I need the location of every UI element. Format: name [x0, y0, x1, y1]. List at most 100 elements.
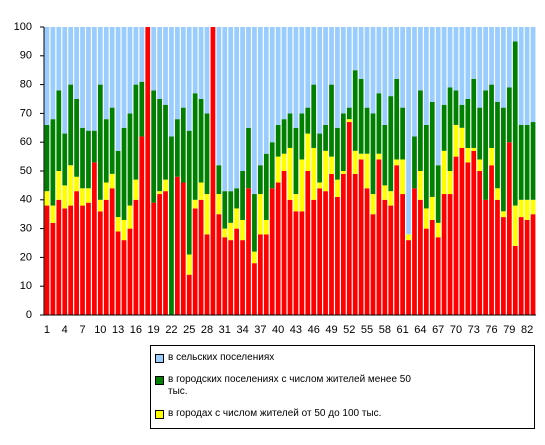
bar-segment	[180, 27, 186, 108]
bar-segment	[459, 27, 465, 105]
bar-segment	[518, 199, 524, 218]
bar-segment	[68, 27, 74, 85]
bar-segment	[222, 27, 228, 192]
bar-segment	[299, 211, 305, 315]
bar-segment	[299, 159, 305, 212]
bar-segment	[418, 90, 423, 171]
bar-segment	[489, 84, 494, 148]
bar-segment	[376, 159, 382, 315]
bar-segment	[429, 196, 435, 220]
bar-segment	[86, 188, 91, 203]
bar-segment	[435, 222, 441, 238]
bar-segment	[198, 182, 204, 200]
bar-segment	[447, 87, 453, 171]
bar-segment	[530, 214, 536, 315]
bar-segment	[358, 78, 364, 154]
bar-segment	[92, 27, 97, 131]
bar-segment	[163, 27, 168, 105]
bar-segment	[257, 27, 263, 166]
bar-segment	[222, 191, 228, 229]
bar-segment	[394, 27, 400, 79]
bar-segment	[228, 27, 234, 192]
bar-segment	[175, 176, 180, 315]
bar-segment	[121, 127, 127, 220]
bar-segment	[465, 27, 471, 99]
bar-segment	[364, 107, 370, 154]
bar-segment	[121, 240, 127, 315]
bar-segment	[323, 150, 328, 192]
bar-segment	[163, 104, 168, 180]
x-tick-label: 73	[468, 324, 480, 336]
bar-segment	[97, 211, 103, 315]
bar-segment	[198, 199, 204, 315]
bar-segment	[186, 130, 192, 255]
bar-segment	[376, 153, 382, 160]
bar-segment	[281, 119, 287, 154]
bar-segment	[495, 27, 500, 102]
bar-segment	[74, 99, 79, 177]
bar-segment	[501, 211, 506, 218]
x-tick-label: 7	[79, 324, 85, 336]
bar-segment	[418, 199, 423, 315]
bar-segment	[394, 159, 400, 166]
bar-segment	[109, 107, 115, 174]
bar-segment	[234, 27, 240, 189]
bar-segment	[133, 179, 139, 200]
bar-segment	[352, 173, 358, 315]
bar-segment	[471, 150, 477, 315]
bar-segment	[287, 199, 293, 315]
bar-segment	[441, 27, 447, 105]
bar-segment	[109, 173, 115, 189]
bar-segment	[257, 194, 263, 235]
bar-segment	[441, 104, 447, 151]
bar-segment	[151, 27, 157, 91]
bar-segment	[524, 124, 530, 200]
bar-segment	[305, 27, 311, 108]
bar-segment	[412, 27, 417, 137]
x-tick-label: 46	[308, 324, 320, 336]
bar-segment	[281, 153, 287, 171]
bar-segment	[287, 113, 293, 148]
x-tick-label: 70	[450, 324, 462, 336]
bar-segment	[524, 27, 530, 125]
bar-segment	[406, 240, 411, 315]
bar-segment	[518, 27, 524, 125]
bar-segment	[252, 251, 257, 264]
bar-segment	[447, 171, 453, 195]
bar-segment	[44, 191, 50, 206]
bar-segment	[311, 147, 317, 200]
bar-segment	[240, 240, 245, 315]
bar-segment	[346, 122, 352, 315]
bar-segment	[109, 188, 115, 315]
bar-segment	[512, 205, 518, 246]
bar-segment	[115, 27, 121, 151]
bar-segment	[68, 84, 74, 166]
bar-segment	[234, 188, 240, 209]
bar-segment	[429, 27, 435, 102]
bar-segment	[518, 217, 524, 315]
bar-segment	[358, 27, 364, 79]
bar-segment	[92, 130, 97, 163]
y-tick-label: 100	[14, 21, 32, 33]
bar-segment	[127, 27, 133, 114]
bar-segment	[418, 171, 423, 200]
bar-segment	[489, 165, 494, 315]
bar-segment	[74, 176, 79, 192]
bar-segment	[400, 159, 405, 195]
bar-segment	[80, 27, 85, 128]
bar-segment	[453, 27, 459, 91]
bar-segment	[56, 27, 62, 91]
bar-segment	[216, 194, 222, 215]
bar-segment	[305, 133, 311, 171]
bar-segment	[423, 27, 429, 125]
bar-segment	[275, 27, 281, 125]
bar-segment	[263, 234, 269, 315]
bar-segment	[453, 90, 459, 125]
bar-segment	[406, 27, 411, 235]
x-tick-label: 13	[112, 324, 124, 336]
x-tick-label: 82	[521, 324, 533, 336]
bar-segment	[263, 219, 269, 235]
bar-segment	[133, 27, 139, 85]
bar-segment	[192, 208, 198, 315]
legend-label: в городских поселениях с числом жителей …	[168, 374, 411, 397]
